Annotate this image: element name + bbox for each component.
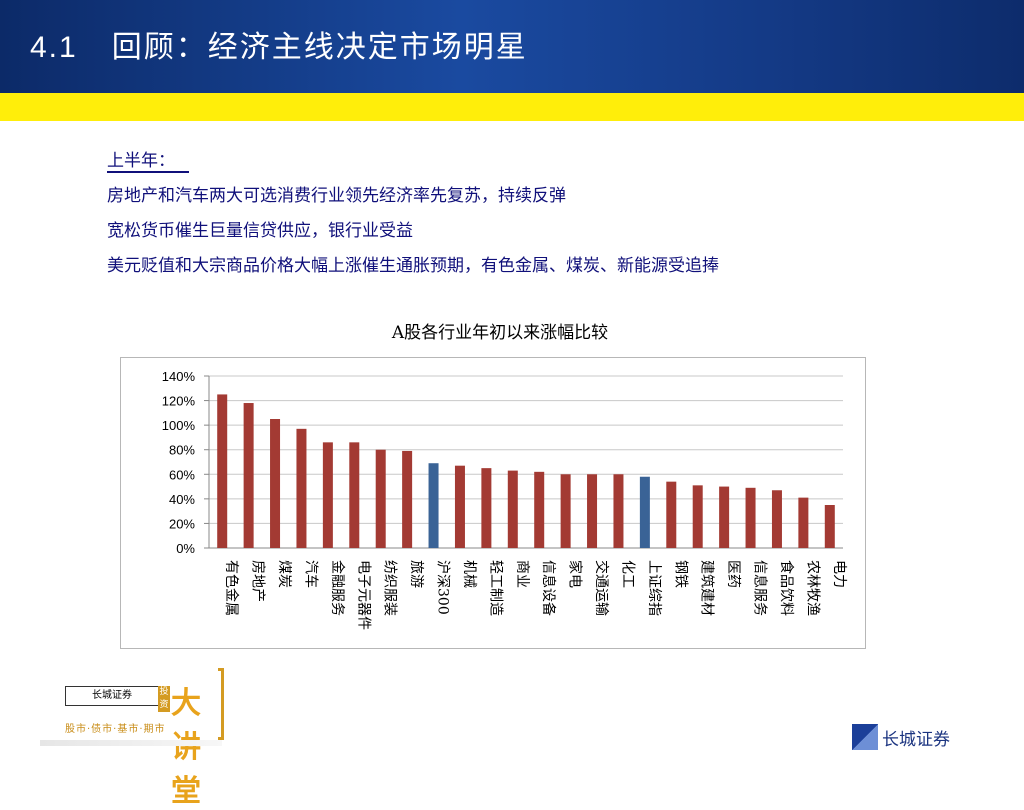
bar bbox=[296, 428, 307, 548]
x-tick-label: 金融服务 bbox=[329, 560, 345, 616]
bar bbox=[587, 474, 598, 548]
chart-frame: 0% 20% 40% 60% 80% 100% 120% 140% 有色金属 房地产 煤炭 汽车 金融服… bbox=[120, 357, 866, 649]
x-tick-label: 旅游 bbox=[408, 560, 424, 588]
x-tick-label: 沪深300 bbox=[435, 560, 451, 615]
bar bbox=[270, 419, 281, 548]
lecture-logo: 长城证券 投资 大讲堂 股市·债市·基市·期市 bbox=[40, 668, 224, 809]
x-tick-label: 食品饮料 bbox=[778, 560, 795, 616]
bar bbox=[322, 442, 333, 548]
bar bbox=[534, 471, 545, 548]
company-logo: 长城证券 bbox=[852, 722, 950, 752]
x-tick-label: 汽车 bbox=[302, 560, 319, 588]
y-tick-label: 80% bbox=[169, 443, 195, 458]
x-tick-label: 电子元器件 bbox=[355, 560, 371, 630]
bar-chart: 0% 20% 40% 60% 80% 100% 120% 140% 有色金属 房地产 煤炭 汽车 金融服… bbox=[162, 369, 847, 630]
x-tick-label: 电力 bbox=[831, 560, 847, 588]
x-tick-label: 家电 bbox=[567, 560, 584, 588]
lecture-logo-bracket bbox=[218, 668, 224, 740]
bar bbox=[824, 505, 835, 548]
y-tick-label: 40% bbox=[169, 492, 195, 507]
bar bbox=[217, 394, 228, 548]
lecture-logo-slogan: 股市·债市·基市·期市 bbox=[65, 724, 166, 735]
chart-title: A股各行业年初以来涨幅比较 bbox=[391, 323, 609, 343]
page-title: 4.1 回顾：经济主线决定市场明星 bbox=[30, 22, 528, 66]
x-tick-label: 商业 bbox=[514, 560, 530, 588]
bar bbox=[349, 442, 360, 548]
bar bbox=[428, 463, 439, 548]
x-tick-label: 轻工制造 bbox=[487, 560, 503, 616]
x-tick-label: 有色金属 bbox=[223, 560, 240, 616]
bar bbox=[666, 481, 677, 548]
section-number: 4.1 bbox=[30, 31, 78, 64]
x-tick-label: 纺织服装 bbox=[382, 560, 398, 616]
y-tick-label: 140% bbox=[162, 369, 196, 384]
y-tick-label: 120% bbox=[162, 394, 196, 409]
x-tick-label: 房地产 bbox=[250, 560, 266, 602]
x-tick-label: 上证综指 bbox=[646, 560, 662, 616]
title-text: 回顾：经济主线决定市场明星 bbox=[111, 30, 528, 65]
company-logo-name: 长城证券 bbox=[882, 729, 950, 750]
lecture-logo-strip bbox=[40, 740, 222, 746]
summary-text: 上半年： 房地产和汽车两大可选消费行业领先经济率先复苏，持续反弹 宽松货币催生巨… bbox=[107, 148, 719, 288]
x-tick-label: 信息设备 bbox=[540, 560, 557, 616]
x-tick-label: 钢铁 bbox=[672, 560, 688, 588]
y-tick-label: 60% bbox=[169, 467, 195, 482]
x-tick-label: 化工 bbox=[619, 560, 635, 588]
y-tick-label: 20% bbox=[169, 516, 195, 531]
summary-heading: 上半年： bbox=[107, 148, 719, 183]
x-tick-label: 机械 bbox=[461, 560, 477, 588]
summary-line-3: 美元贬值和大宗商品价格大幅上涨催生通胀预期，有色金属、煤炭、新能源受追捧 bbox=[107, 256, 719, 276]
bar bbox=[454, 465, 465, 548]
summary-line-2: 宽松货币催生巨量信贷供应，银行业受益 bbox=[107, 221, 413, 241]
yellow-divider bbox=[0, 93, 1024, 121]
x-tick-label: 信息服务 bbox=[752, 560, 769, 616]
bar bbox=[402, 450, 413, 548]
y-tick-label: 0% bbox=[176, 541, 195, 556]
x-tick-label: 交通运输 bbox=[593, 560, 610, 616]
bar bbox=[613, 474, 624, 548]
company-logo-icon bbox=[852, 724, 878, 750]
header-banner: 4.1 回顾：经济主线决定市场明星 bbox=[0, 0, 1024, 93]
bar bbox=[639, 476, 650, 548]
lecture-logo-badge: 长城证券 bbox=[65, 686, 159, 706]
bar bbox=[745, 487, 756, 548]
bar bbox=[798, 497, 809, 548]
bar bbox=[560, 474, 571, 548]
bar bbox=[481, 468, 492, 548]
bar bbox=[771, 490, 782, 548]
bar bbox=[719, 486, 730, 548]
summary-line-1: 房地产和汽车两大可选消费行业领先经济率先复苏，持续反弹 bbox=[107, 186, 566, 206]
y-tick-label: 100% bbox=[162, 418, 196, 433]
bar bbox=[692, 485, 703, 548]
bar bbox=[243, 403, 254, 548]
x-tick-label: 建筑建材 bbox=[699, 560, 715, 616]
bar bbox=[507, 470, 518, 548]
x-tick-label: 煤炭 bbox=[276, 560, 292, 588]
bar bbox=[375, 449, 386, 548]
lecture-logo-invest: 投资 bbox=[158, 686, 170, 712]
x-tick-label: 农林牧渔 bbox=[804, 560, 820, 616]
x-tick-label: 医药 bbox=[725, 560, 741, 588]
